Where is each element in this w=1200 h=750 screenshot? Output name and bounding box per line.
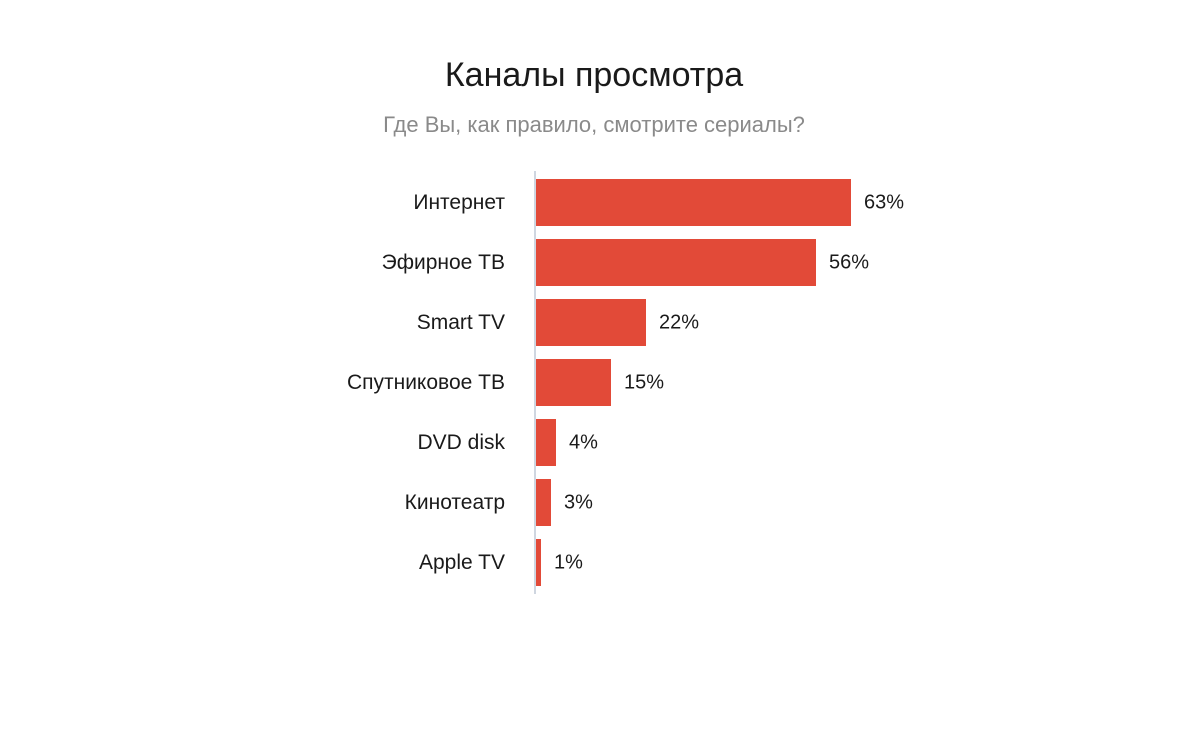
bar [536,239,816,286]
bar [536,179,851,226]
category-label: Apple TV [419,551,505,574]
value-label: 63% [864,192,904,214]
value-label: 22% [659,312,699,334]
value-label: 15% [624,372,664,394]
value-label: 1% [554,552,583,574]
category-label: DVD disk [417,431,505,454]
bar [536,539,541,586]
chart-title: Каналы просмотра [444,56,744,94]
chart-subtitle: Где Вы, как правило, смотрите сериалы? [383,112,805,137]
category-label: Smart TV [417,311,505,334]
value-label: 56% [829,252,869,274]
bar [536,299,646,346]
category-label: Эфирное ТВ [382,251,505,274]
bar [536,419,556,466]
bar [536,479,551,526]
value-label: 4% [569,432,598,454]
bar [536,359,611,406]
category-label: Кинотеатр [405,491,505,514]
value-label: 3% [564,492,593,514]
category-label: Интернет [413,191,505,214]
category-label: Спутниковое ТВ [347,371,505,394]
